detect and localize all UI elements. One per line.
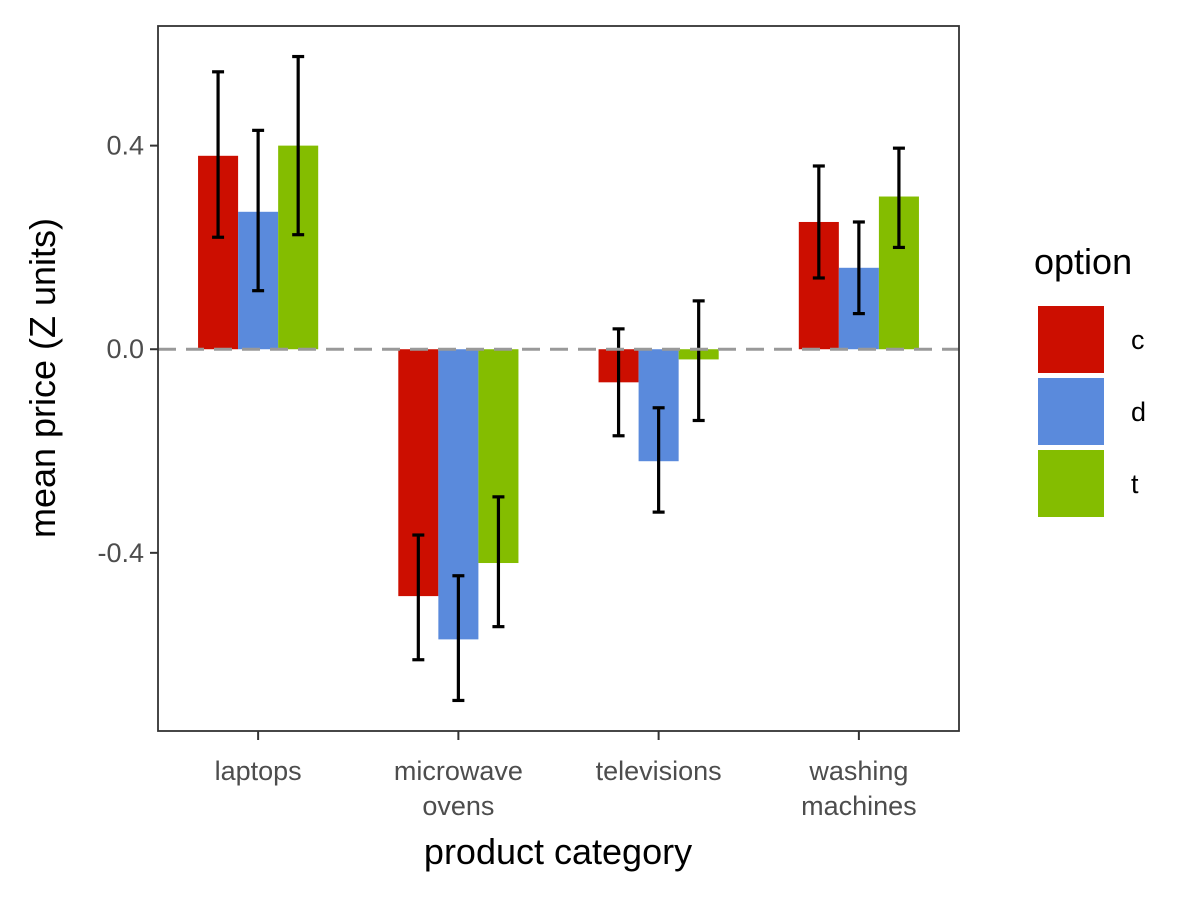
legend-title: option	[1034, 241, 1132, 282]
error-bar-t-3	[892, 146, 905, 250]
error-bar-t-2	[692, 299, 705, 423]
error-bar-c-0	[212, 70, 225, 239]
legend-key-t	[1038, 450, 1104, 517]
error-bar-d-1	[452, 574, 465, 703]
legend: option c d t	[1034, 241, 1146, 517]
error-bar-d-0	[252, 128, 265, 293]
error-bars	[212, 54, 905, 703]
x-axis-title: product category	[424, 831, 692, 872]
error-bar-d-3	[852, 220, 865, 316]
plot-border	[157, 25, 960, 732]
error-bar-c-2	[612, 327, 625, 438]
legend-label-c: c	[1131, 325, 1145, 355]
error-bar-c-3	[812, 164, 825, 280]
error-bar-c-1	[412, 533, 425, 662]
x-tick-label: microwave ovens	[394, 756, 523, 821]
y-axis-title: mean price (Z units)	[22, 218, 63, 538]
x-tick-label: laptops	[215, 756, 302, 786]
legend-label-t: t	[1131, 469, 1139, 499]
error-bar-t-0	[292, 54, 305, 237]
plot-panel	[158, 26, 959, 731]
y-tick-label: 0.0	[106, 334, 144, 364]
error-bar-t-1	[492, 495, 505, 629]
x-tick-label: washing machines	[801, 756, 917, 821]
y-tick-label: -0.4	[97, 538, 144, 568]
legend-label-d: d	[1131, 397, 1146, 427]
y-axis: -0.4 0.0 0.4	[97, 131, 158, 568]
error-bar-d-2	[652, 406, 665, 514]
x-axis: laptops microwave ovens televisions washing m…	[215, 731, 917, 821]
legend-key-c	[1038, 306, 1104, 373]
y-tick-label: 0.4	[106, 131, 144, 161]
x-tick-label: televisions	[596, 756, 722, 786]
legend-key-d	[1038, 378, 1104, 445]
